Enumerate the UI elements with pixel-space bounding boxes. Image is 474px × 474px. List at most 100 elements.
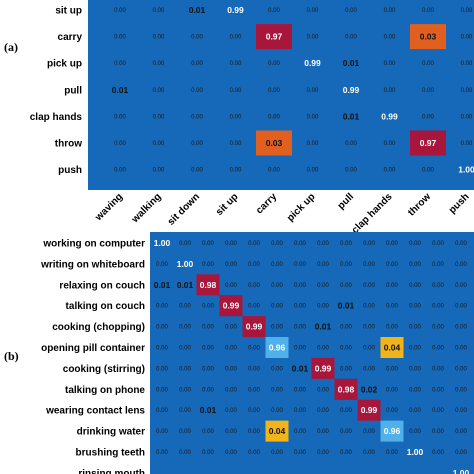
cell-value-a: 0.00 bbox=[191, 114, 203, 120]
cell-value-b: 0.98 bbox=[338, 384, 355, 394]
cell-value-b: 0.00 bbox=[432, 429, 444, 435]
row-label-b: writing on whiteboard bbox=[40, 259, 145, 270]
cell-value-a: 0.00 bbox=[114, 8, 126, 14]
cell-value-a: 0.00 bbox=[114, 61, 126, 67]
row-label-a: throw bbox=[55, 139, 82, 150]
cell-value-a: 0.00 bbox=[461, 141, 473, 147]
cell-value-b: 1.00 bbox=[177, 259, 194, 269]
cell-value-a: 0.99 bbox=[381, 111, 398, 121]
cell-value-b: 0.00 bbox=[409, 241, 421, 247]
cell-value-b: 0.00 bbox=[340, 262, 352, 268]
cell-value-b: 0.00 bbox=[202, 387, 214, 393]
cell-value-b: 0.00 bbox=[202, 325, 214, 331]
cell-value-b: 0.00 bbox=[156, 429, 168, 435]
cell-value-b: 0.00 bbox=[432, 241, 444, 247]
cell-value-a: 0.00 bbox=[114, 168, 126, 174]
cell-value-b: 0.00 bbox=[202, 262, 214, 268]
cell-value-b: 0.00 bbox=[248, 262, 260, 268]
cell-value-a: 0.00 bbox=[153, 114, 165, 120]
cell-value-b: 0.00 bbox=[248, 241, 260, 247]
cell-value-a: 0.00 bbox=[153, 35, 165, 41]
cell-value-b: 0.00 bbox=[179, 450, 191, 456]
cell-value-b: 0.01 bbox=[200, 405, 217, 415]
cell-value-b: 0.00 bbox=[317, 262, 329, 268]
cell-value-b: 0.00 bbox=[363, 283, 375, 289]
cell-value-b: 0.00 bbox=[363, 241, 375, 247]
cell-value-b: 0.00 bbox=[455, 429, 467, 435]
cell-value-b: 0.00 bbox=[179, 346, 191, 352]
cell-value-b: 0.00 bbox=[363, 366, 375, 372]
cell-value-b: 0.00 bbox=[294, 346, 306, 352]
cell-value-a: 0.00 bbox=[191, 141, 203, 147]
cell-value-b: 0.00 bbox=[317, 408, 329, 414]
row-label-b: working on computer bbox=[42, 239, 145, 250]
cell-value-a: 0.00 bbox=[191, 168, 203, 174]
cell-value-b: 0.00 bbox=[248, 304, 260, 310]
row-label-b: rinsing mouth bbox=[78, 468, 145, 474]
cell-value-b: 0.01 bbox=[315, 322, 332, 332]
column-label-a: sit up bbox=[214, 191, 241, 218]
cell-value-a: 0.00 bbox=[422, 168, 434, 174]
cell-value-b: 0.00 bbox=[317, 387, 329, 393]
row-label-b: brushing teeth bbox=[76, 448, 145, 459]
cell-value-a: 0.99 bbox=[304, 58, 321, 68]
cell-value-b: 0.00 bbox=[294, 262, 306, 268]
cell-value-a: 0.00 bbox=[307, 88, 319, 94]
cell-value-b: 0.00 bbox=[225, 262, 237, 268]
cell-value-a: 0.97 bbox=[420, 138, 437, 148]
cell-value-b: 0.00 bbox=[386, 304, 398, 310]
cell-value-a: 0.00 bbox=[461, 61, 473, 67]
cell-value-a: 0.00 bbox=[191, 61, 203, 67]
cell-value-b: 0.00 bbox=[409, 346, 421, 352]
cell-value-b: 0.00 bbox=[432, 325, 444, 331]
cell-value-b: 0.00 bbox=[455, 262, 467, 268]
cell-value-b: 0.00 bbox=[271, 450, 283, 456]
cell-highlight-b bbox=[265, 420, 289, 442]
cell-value-b: 0.00 bbox=[271, 408, 283, 414]
cell-value-b: 0.00 bbox=[179, 366, 191, 372]
cell-value-a: 0.00 bbox=[345, 8, 357, 14]
cell-value-a: 0.99 bbox=[343, 85, 360, 95]
cell-value-b: 1.00 bbox=[407, 447, 424, 457]
cell-value-a: 0.01 bbox=[343, 111, 360, 121]
cell-value-b: 0.00 bbox=[317, 241, 329, 247]
column-label-a: push bbox=[447, 191, 472, 216]
cell-value-b: 0.00 bbox=[363, 450, 375, 456]
cell-value-b: 0.00 bbox=[432, 283, 444, 289]
cell-value-a: 0.00 bbox=[384, 61, 396, 67]
cell-value-a: 0.00 bbox=[307, 35, 319, 41]
cell-highlight-a bbox=[256, 24, 292, 50]
cell-value-b: 0.02 bbox=[361, 384, 378, 394]
cell-highlight-a bbox=[410, 130, 446, 156]
cell-value-a: 0.00 bbox=[230, 114, 242, 120]
row-label-b: cooking (chopping) bbox=[52, 322, 145, 333]
cell-value-a: 0.00 bbox=[153, 61, 165, 67]
cell-value-b: 0.99 bbox=[315, 363, 332, 373]
cell-value-b: 0.00 bbox=[455, 283, 467, 289]
cell-value-b: 0.00 bbox=[409, 387, 421, 393]
row-label-b: talking on couch bbox=[66, 301, 145, 312]
cell-value-b: 0.99 bbox=[246, 322, 263, 332]
cell-value-a: 0.00 bbox=[230, 88, 242, 94]
cell-value-a: 0.97 bbox=[266, 32, 283, 42]
cell-value-b: 0.00 bbox=[225, 283, 237, 289]
cell-value-b: 0.00 bbox=[409, 408, 421, 414]
row-label-a: pull bbox=[64, 85, 82, 96]
cell-value-b: 0.00 bbox=[294, 325, 306, 331]
cell-value-a: 0.00 bbox=[384, 168, 396, 174]
cell-highlight-b bbox=[380, 420, 404, 442]
cell-value-b: 0.00 bbox=[386, 325, 398, 331]
cell-value-b: 0.00 bbox=[202, 304, 214, 310]
cell-value-b: 0.00 bbox=[179, 387, 191, 393]
cell-value-b: 0.99 bbox=[361, 405, 378, 415]
cell-value-b: 0.00 bbox=[340, 408, 352, 414]
cell-value-b: 0.00 bbox=[386, 262, 398, 268]
cell-value-b: 0.00 bbox=[294, 241, 306, 247]
cell-value-b: 0.00 bbox=[340, 429, 352, 435]
cell-value-b: 0.00 bbox=[432, 262, 444, 268]
cell-value-b: 0.00 bbox=[202, 241, 214, 247]
cell-value-b: 0.00 bbox=[271, 387, 283, 393]
cell-highlight-b bbox=[311, 357, 335, 379]
cell-value-b: 0.00 bbox=[271, 304, 283, 310]
row-label-b: opening pill container bbox=[41, 343, 145, 354]
